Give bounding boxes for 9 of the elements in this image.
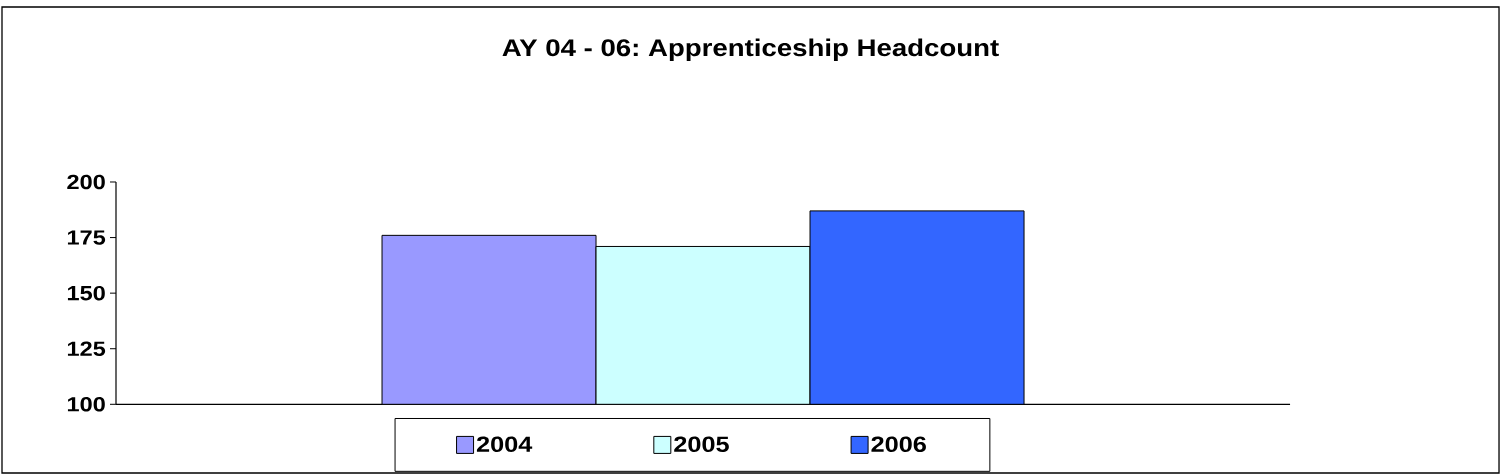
chart-title: AY 04 - 06: Apprenticeship Headcount [502, 38, 999, 61]
legend-label: 2005 [674, 436, 729, 453]
y-tick-label: 125 [67, 341, 106, 356]
y-tick-label: 175 [67, 230, 106, 245]
y-tick-label: 150 [67, 285, 105, 301]
y-tick-label: 200 [67, 174, 105, 190]
y-tick-label: 100 [67, 397, 105, 412]
legend-label: 2004 [476, 436, 533, 453]
legend-label: 2006 [871, 436, 926, 453]
